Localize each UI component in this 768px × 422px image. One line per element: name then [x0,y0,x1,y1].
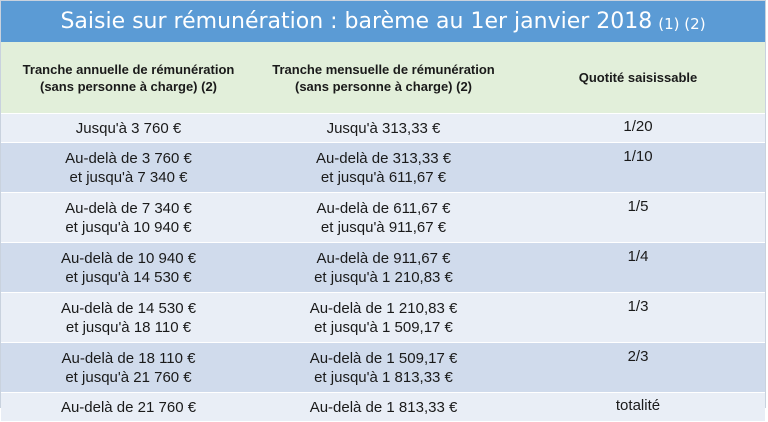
monthly-bracket-cell-line: et jusqu'à 911,67 € [320,218,447,236]
annual-bracket-cell-line: et jusqu'à 7 340 € [69,168,188,186]
seizable-portion-cell: 1/4 [511,242,765,293]
table-row: Au-delà de 21 760 € Au-delà de 1 813,33 €… [1,392,765,422]
table-row: Au-delà de 10 940 € et jusqu'à 14 530 € Au… [1,242,765,293]
annual-bracket-cell-line: Au-delà de 14 530 € [60,299,197,317]
monthly-bracket-cell-line: Au-delà de 1 813,33 € [309,398,458,416]
seizable-portion-cell: totalité [511,392,765,422]
monthly-bracket-cell-line: Au-delà de 911,67 € [316,249,451,267]
seizable-portion-cell: 1/5 [511,192,765,243]
seizable-portion-cell: 1/3 [511,292,765,343]
seizable-portion-cell: 1/10 [511,142,765,193]
table-row: Jusqu'à 3 760 € Jusqu'à 313,33 € 1/20 [1,113,765,143]
monthly-bracket-cell: Au-delà de 911,67 € et jusqu'à 1 210,83 € [256,242,511,293]
annual-bracket-cell-line: et jusqu'à 18 110 € [65,318,192,336]
annual-bracket-cell: Au-delà de 3 760 € et jusqu'à 7 340 € [1,142,256,193]
annual-bracket-cell: Au-delà de 18 110 € et jusqu'à 21 760 € [1,342,256,393]
monthly-bracket-cell: Au-delà de 1 509,17 € et jusqu'à 1 813,33… [256,342,511,393]
title-bar: Saisie sur rémunération : barème au 1er … [1,1,765,42]
header-seizable-portion: Quotité saisissable [511,42,765,114]
monthly-bracket-cell: Au-delà de 611,67 € et jusqu'à 911,67 € [256,192,511,243]
table-header: Tranche annuelle de rémunération (sans p… [1,42,765,114]
annual-bracket-cell: Jusqu'à 3 760 € [1,113,256,143]
annual-bracket-cell-line: Au-delà de 21 760 € [60,398,197,416]
monthly-bracket-cell-line: Jusqu'à 313,33 € [326,119,441,137]
annual-bracket-cell-line: et jusqu'à 21 760 € [65,368,192,386]
monthly-bracket-cell-line: et jusqu'à 1 813,33 € [314,368,453,386]
annual-bracket-cell-line: et jusqu'à 10 940 € [65,218,192,236]
seizable-portion-cell: 2/3 [511,342,765,393]
annual-bracket-cell: Au-delà de 14 530 € et jusqu'à 18 110 € [1,292,256,343]
table-row: Au-delà de 18 110 € et jusqu'à 21 760 € Au… [1,342,765,393]
table-body: Jusqu'à 3 760 € Jusqu'à 313,33 €1/20 Au-de… [1,113,765,422]
seizable-portion-cell: 1/20 [511,113,765,143]
monthly-bracket-cell-line: Au-delà de 611,67 € [316,199,451,217]
header-row: Tranche annuelle de rémunération (sans p… [1,42,765,114]
page-title: Saisie sur rémunération : barème au 1er … [60,9,653,34]
monthly-bracket-cell-line: et jusqu'à 611,67 € [320,168,447,186]
annual-bracket-cell-line: Au-delà de 3 760 € [65,149,192,167]
monthly-bracket-cell: Au-delà de 1 813,33 € [256,392,511,422]
annual-bracket-cell: Au-delà de 10 940 € et jusqu'à 14 530 € [1,242,256,293]
monthly-bracket-cell-line: Au-delà de 1 210,83 € [309,299,458,317]
annual-bracket-cell-line: Jusqu'à 3 760 € [75,119,182,137]
annual-bracket-cell: Au-delà de 7 340 € et jusqu'à 10 940 € [1,192,256,243]
annual-bracket-cell-line: Au-delà de 18 110 € [61,349,196,367]
monthly-bracket-cell-line: et jusqu'à 1 509,17 € [314,318,453,336]
annual-bracket-cell-line: et jusqu'à 14 530 € [65,268,192,286]
monthly-bracket-cell-line: Au-delà de 1 509,17 € [309,349,458,367]
header-monthly-bracket: Tranche mensuelle de rémunération (sans … [256,42,511,114]
annual-bracket-cell-line: Au-delà de 10 940 € [60,249,197,267]
monthly-bracket-cell: Au-delà de 313,33 € et jusqu'à 611,67 € [256,142,511,193]
table-row: Au-delà de 3 760 € et jusqu'à 7 340 € Au-d… [1,142,765,193]
annual-bracket-cell-line: Au-delà de 7 340 € [65,199,192,217]
header-annual-bracket: Tranche annuelle de rémunération (sans p… [1,42,256,114]
title-notes: (1) (2) [658,14,706,33]
annual-bracket-cell: Au-delà de 21 760 € [1,392,256,422]
monthly-bracket-cell-line: Au-delà de 313,33 € [315,149,452,167]
table-row: Au-delà de 7 340 € et jusqu'à 10 940 € Au-… [1,192,765,243]
monthly-bracket-cell: Au-delà de 1 210,83 € et jusqu'à 1 509,17… [256,292,511,343]
garnishment-table: Tranche annuelle de rémunération (sans p… [1,42,765,422]
table-row: Au-delà de 14 530 € et jusqu'à 18 110 € Au… [1,292,765,343]
monthly-bracket-cell-line: et jusqu'à 1 210,83 € [314,268,453,286]
monthly-bracket-cell: Jusqu'à 313,33 € [256,113,511,143]
